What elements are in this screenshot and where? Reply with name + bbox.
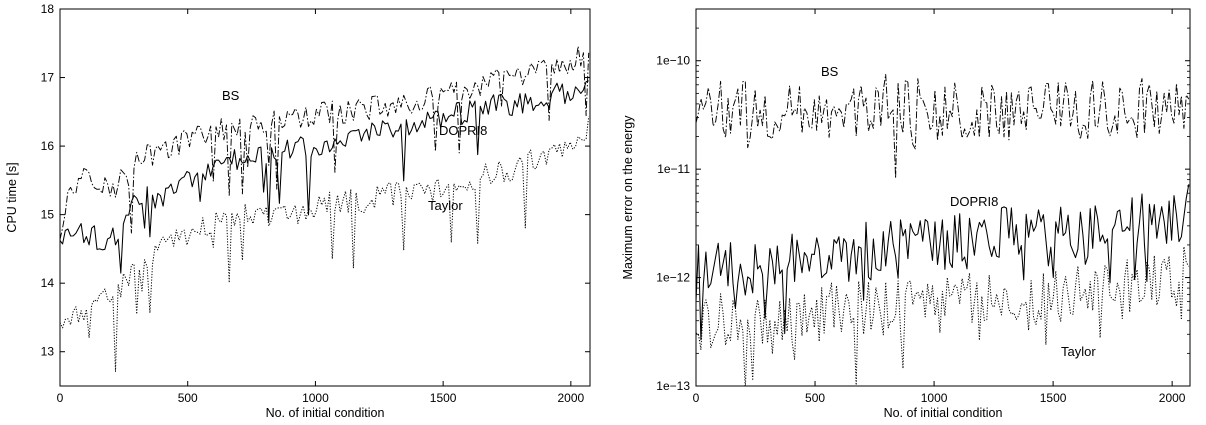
cpu-y-tick-label: 14 bbox=[41, 276, 55, 290]
energy-y-axis-label: Maximum error on the energy bbox=[621, 115, 635, 280]
cpu-y-axis-label: CPU time [s] bbox=[5, 162, 19, 232]
cpu-series-label-taylor: Taylor bbox=[428, 198, 463, 213]
cpu-series-dopri8-line bbox=[60, 80, 589, 274]
energy-y-tick-label: 1e−12 bbox=[656, 271, 690, 285]
energy-y-tick-label: 1e−10 bbox=[656, 54, 690, 68]
cpu-x-tick-label: 2000 bbox=[557, 391, 584, 405]
energy-x-tick-label: 0 bbox=[693, 391, 700, 405]
energy-x-tick-label: 500 bbox=[805, 391, 825, 405]
cpu-x-tick-label: 1500 bbox=[430, 391, 457, 405]
energy-x-tick-label: 1500 bbox=[1040, 391, 1067, 405]
cpu-plot-frame bbox=[59, 8, 591, 387]
cpu-series-label-dopri8: DOPRI8 bbox=[439, 123, 487, 138]
cpu-x-tick-label: 0 bbox=[57, 391, 64, 405]
cpu-y-tick-label: 15 bbox=[41, 208, 55, 222]
energy-series-dopri8-line bbox=[696, 184, 1190, 341]
cpu-y-tick-label: 16 bbox=[41, 139, 55, 153]
energy-plot-frame bbox=[695, 8, 1191, 387]
energy-error-chart: BS DOPRI8 Taylor 0 500 1000 1500 2000 1e−13 1e−12… bbox=[621, 8, 1191, 420]
cpu-series-label-bs: BS bbox=[222, 88, 240, 103]
cpu-series-taylor-line bbox=[60, 116, 590, 372]
cpu-y-tick-label: 13 bbox=[41, 345, 55, 359]
energy-y-tick-label: 1e−11 bbox=[657, 162, 690, 176]
energy-series-label-taylor: Taylor bbox=[1061, 344, 1096, 359]
cpu-x-axis-label: No. of initial condition bbox=[266, 406, 385, 420]
energy-series-label-dopri8: DOPRI8 bbox=[950, 194, 998, 209]
cpu-y-tick-label: 18 bbox=[41, 2, 55, 16]
energy-series-label-bs: BS bbox=[821, 64, 839, 79]
energy-x-tick-label: 1000 bbox=[921, 391, 948, 405]
cpu-y-tick-label: 17 bbox=[41, 71, 55, 85]
energy-x-tick-label: 2000 bbox=[1159, 391, 1186, 405]
cpu-time-chart: BS DOPRI8 Taylor 0 500 1000 1500 2000 13 14 15 16 17… bbox=[5, 2, 591, 420]
cpu-x-tick-label: 1000 bbox=[302, 391, 329, 405]
energy-series-taylor-line bbox=[696, 246, 1190, 386]
energy-y-tick-label: 1e−13 bbox=[656, 379, 690, 393]
energy-series-bs-line bbox=[696, 73, 1190, 179]
cpu-x-tick-label: 500 bbox=[178, 391, 198, 405]
energy-x-axis-label: No. of initial condition bbox=[884, 406, 1003, 420]
